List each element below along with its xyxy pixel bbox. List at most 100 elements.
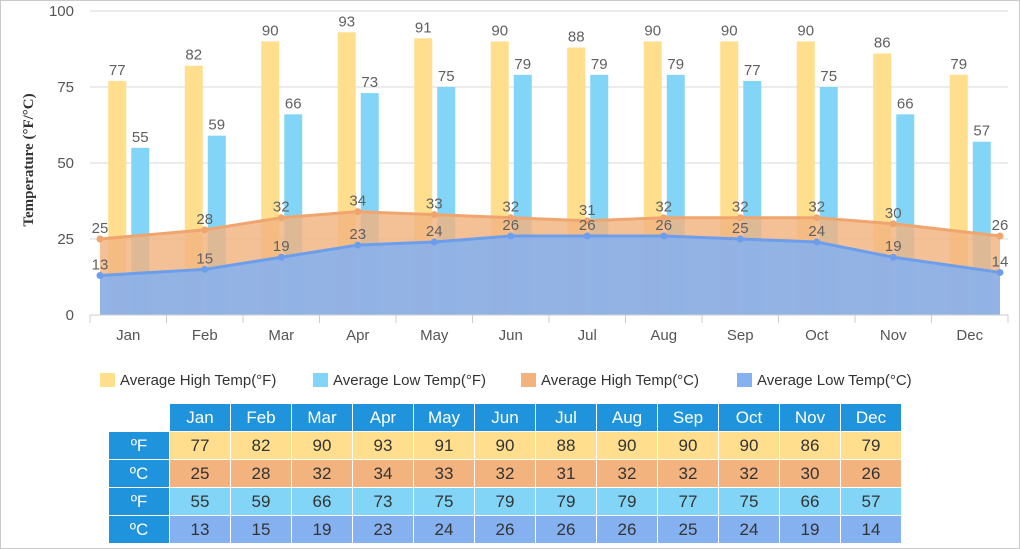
point-high-c: [583, 217, 591, 225]
legend-swatch: [313, 373, 328, 387]
point-high-c: [996, 232, 1004, 240]
table-cell: 93: [353, 432, 413, 459]
table-cell: 19: [292, 516, 352, 543]
table-cell: 14: [841, 516, 901, 543]
data-label-high-c: 32: [273, 199, 290, 216]
data-label-low-f: 79: [514, 56, 531, 73]
month-header: Oct: [719, 404, 779, 431]
legend-swatch: [100, 373, 115, 387]
table-cell: 23: [353, 516, 413, 543]
table-cell: 30: [780, 460, 840, 487]
table-cell: 90: [292, 432, 352, 459]
data-label-high-f: 90: [721, 22, 738, 39]
month-header: Aug: [597, 404, 657, 431]
data-label-low-f: 75: [438, 68, 455, 85]
data-label-low-c: 15: [196, 250, 213, 267]
x-tick-label: Nov: [880, 327, 907, 344]
table-row: ºC 25 28 32 34 33 32 31 32 32 32 30 26: [109, 460, 901, 487]
axes: 0 25 50 75 100 Jan Feb Mar Apr May Jun Jul Aug Sep Oct…: [49, 3, 1009, 344]
data-label-high-c: 32: [732, 199, 749, 216]
x-tick-label: Jul: [578, 327, 597, 344]
table-cell: 24: [414, 516, 474, 543]
point-low-c: [430, 238, 438, 246]
point-high-c: [201, 226, 209, 234]
legend-item[interactable]: Average Low Temp(°C): [737, 372, 912, 389]
x-tick-label: Mar: [268, 327, 294, 344]
table-cell: 77: [170, 432, 230, 459]
table-row: ºF 55 59 66 73 75 79 79 79 77 75 66 57: [109, 488, 901, 515]
point-low-c: [201, 265, 209, 273]
data-label-low-c: 26: [655, 217, 672, 234]
legend-item[interactable]: Average High Temp(°C): [521, 372, 699, 389]
x-tick-label: Sep: [727, 327, 754, 344]
x-tick-label: Jun: [499, 327, 523, 344]
data-label-high-c: 31: [579, 202, 596, 219]
legend-item[interactable]: Average Low Temp(°F): [313, 372, 486, 389]
table-cell: 26: [475, 516, 535, 543]
point-high-c: [813, 214, 821, 222]
data-label-low-c: 25: [732, 220, 749, 237]
point-low-c: [889, 253, 897, 261]
line-high-c: [99, 210, 1001, 241]
data-label-high-f: 91: [415, 19, 432, 36]
data-label-high-f: 86: [874, 35, 891, 52]
table-cell: 59: [231, 488, 291, 515]
table-cell: 82: [231, 432, 291, 459]
table-cell: 19: [780, 516, 840, 543]
data-label-low-c: 24: [426, 223, 443, 240]
legend-item[interactable]: Average High Temp(°F): [100, 372, 276, 389]
temperature-table: Jan Feb Mar Apr May Jun Jul Aug Sep Oct …: [108, 403, 902, 544]
table-cell: 26: [841, 460, 901, 487]
data-label-high-c: 30: [885, 205, 902, 222]
y-tick-label: 50: [57, 155, 74, 172]
point-low-c: [660, 232, 668, 240]
legend[interactable]: Average High Temp(°F) Average Low Temp(°F…: [100, 372, 912, 389]
data-label-low-c: 14: [992, 253, 1009, 270]
data-label-low-c: 19: [273, 238, 290, 255]
table-cell: 77: [658, 488, 718, 515]
x-tick-label: Feb: [192, 327, 218, 344]
data-label-high-c: 28: [196, 211, 213, 228]
month-header: Nov: [780, 404, 840, 431]
table-cell: 57: [841, 488, 901, 515]
table-cell: 91: [414, 432, 474, 459]
month-header: Jun: [475, 404, 535, 431]
table-cell: 88: [536, 432, 596, 459]
month-header: Jul: [536, 404, 596, 431]
data-labels: 77 55 82 59 90 66 93 73 91 75 90 79 88 79 90 79 90 77 90 75…: [92, 13, 1009, 273]
point-high-c: [354, 208, 362, 216]
month-header: Mar: [292, 404, 352, 431]
data-label-low-f: 55: [132, 129, 149, 146]
point-high-c: [736, 214, 744, 222]
area-low-c: [100, 235, 1000, 315]
table-cell: 34: [353, 460, 413, 487]
data-label-low-c: 23: [349, 226, 366, 243]
data-label-low-c: 13: [92, 256, 109, 273]
table-cell: 79: [536, 488, 596, 515]
month-header: May: [414, 404, 474, 431]
table-cell: 32: [475, 460, 535, 487]
point-low-c: [583, 232, 591, 240]
table-cell: 15: [231, 516, 291, 543]
unit-header: ºC: [109, 460, 169, 487]
data-label-low-f: 77: [744, 62, 761, 79]
table-cell: 32: [292, 460, 352, 487]
point-low-c: [277, 253, 285, 261]
table-cell: 32: [719, 460, 779, 487]
y-tick-label: 25: [57, 231, 74, 248]
table-cell: 79: [475, 488, 535, 515]
data-label-high-f: 90: [644, 22, 661, 39]
table-cell: 66: [780, 488, 840, 515]
table-cell: 25: [170, 460, 230, 487]
data-label-low-f: 79: [591, 56, 608, 73]
month-header: Feb: [231, 404, 291, 431]
data-label-low-c: 26: [502, 217, 519, 234]
month-header: Jan: [170, 404, 230, 431]
data-label-high-f: 77: [109, 62, 126, 79]
data-label-high-c: 33: [426, 196, 443, 213]
point-high-c: [96, 235, 104, 243]
data-label-high-f: 90: [491, 22, 508, 39]
month-header: Apr: [353, 404, 413, 431]
data-label-high-c: 32: [808, 199, 825, 216]
point-low-c: [507, 232, 515, 240]
